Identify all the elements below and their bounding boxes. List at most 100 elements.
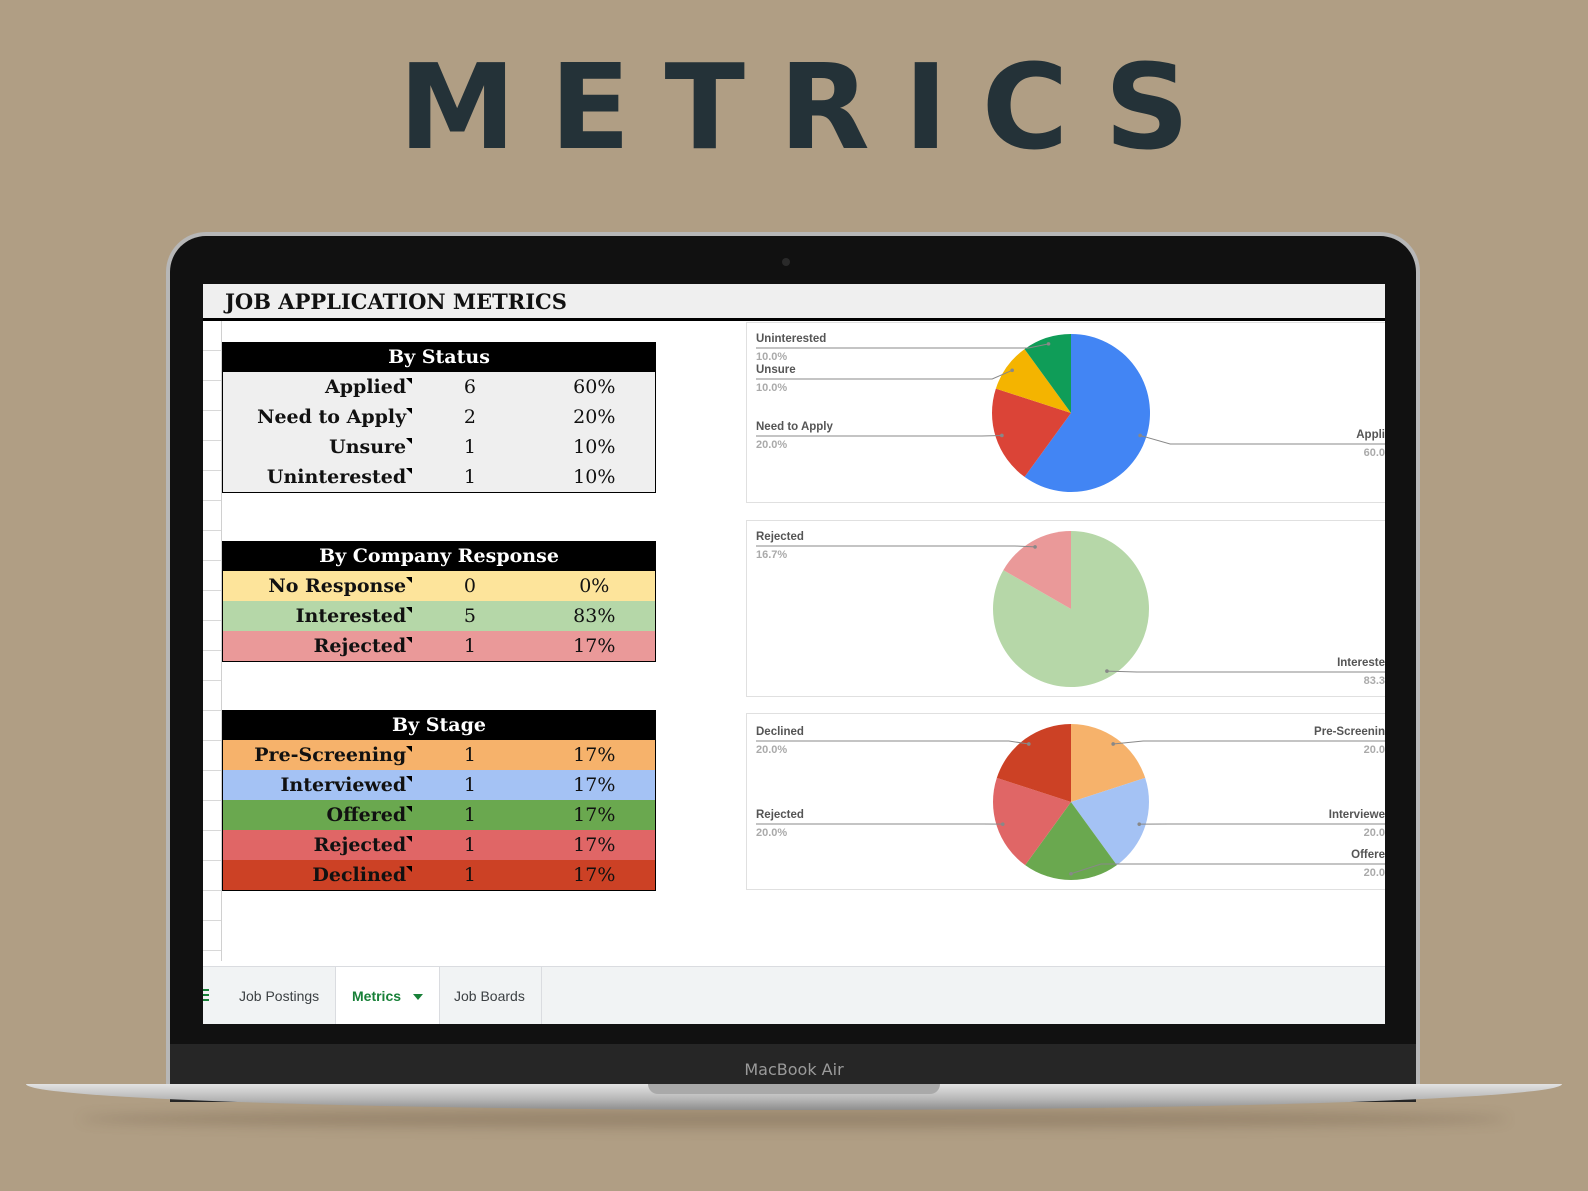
row-label[interactable]: Uninterested: [223, 466, 413, 488]
row-count[interactable]: 1: [463, 466, 476, 488]
row-label[interactable]: Interviewed: [223, 774, 413, 796]
row-percent[interactable]: 83%: [573, 605, 616, 627]
row-percent[interactable]: 17%: [573, 804, 616, 826]
device-label: MacBook Air: [744, 1060, 844, 1079]
slice-label: Intereste: [1337, 657, 1385, 669]
row-label[interactable]: Offered: [223, 804, 413, 826]
row-count[interactable]: 5: [463, 605, 476, 627]
table-title: By Company Response: [223, 542, 655, 571]
leader-line: [756, 434, 1002, 437]
row-percent[interactable]: 20%: [573, 406, 616, 428]
laptop-notch: [648, 1084, 940, 1094]
slice-percent: 20.0%: [756, 744, 787, 756]
table-row: Unsure 1 10%: [223, 432, 655, 462]
slice-percent: 60.0: [1364, 447, 1385, 459]
row-percent[interactable]: 17%: [573, 834, 616, 856]
leader-dot: [1010, 368, 1015, 373]
row-count[interactable]: 1: [463, 744, 476, 766]
slice-percent: 20.0: [1364, 827, 1385, 839]
laptop-shadow: [80, 1110, 1508, 1128]
row-percent[interactable]: 17%: [573, 635, 616, 657]
tab-job-postings[interactable]: Job Postings: [223, 967, 337, 1024]
row-count[interactable]: 1: [463, 834, 476, 856]
spreadsheet-screen: JOB APPLICATION METRICS By Status Applie…: [203, 284, 1385, 1024]
row-gutter: [203, 321, 222, 961]
leader-line: [756, 369, 1013, 380]
row-label[interactable]: Rejected: [223, 834, 413, 856]
stage-pie-chart[interactable]: Pre-Screenin 20.0 Interviewe 20.0 Offere 20.0…: [746, 713, 1385, 890]
row-count[interactable]: 1: [463, 804, 476, 826]
hero-title: METRICS: [398, 38, 1224, 176]
pie-slice: [1003, 531, 1071, 609]
sheet-header: JOB APPLICATION METRICS: [203, 284, 1385, 321]
row-count[interactable]: 2: [463, 406, 476, 428]
row-count[interactable]: 6: [463, 376, 476, 398]
leader-dot: [1033, 545, 1037, 549]
response-pie-chart[interactable]: Intereste 83.3 Rejected 16.7%: [746, 520, 1385, 697]
slice-percent: 16.7%: [756, 549, 787, 561]
row-percent[interactable]: 0%: [579, 575, 610, 597]
leader-line: [1070, 863, 1385, 875]
row-percent[interactable]: 60%: [573, 376, 616, 398]
tab-job-boards[interactable]: Job Boards: [438, 967, 542, 1024]
row-count[interactable]: 1: [463, 436, 476, 458]
leader-line: [1139, 434, 1385, 445]
row-percent[interactable]: 17%: [573, 774, 616, 796]
slice-label: Unsure: [756, 364, 796, 376]
slice-label: Uninterested: [756, 333, 826, 345]
row-count[interactable]: 1: [463, 635, 476, 657]
pie-slice: [1071, 724, 1146, 802]
leader-dot: [1138, 433, 1142, 438]
all-sheets-menu-icon[interactable]: [203, 989, 209, 1003]
leader-dot: [1105, 669, 1109, 673]
by-company-response-table: By Company Response No Response 0 0% Intere…: [222, 541, 656, 662]
slice-percent: 20.0: [1364, 744, 1385, 756]
pie-slice: [1025, 802, 1117, 880]
table-row: Rejected 1 17%: [223, 631, 655, 661]
pie-slice: [996, 724, 1071, 802]
row-label[interactable]: Declined: [223, 864, 413, 886]
slice-percent: 20.0%: [756, 439, 787, 451]
row-percent[interactable]: 17%: [573, 744, 616, 766]
row-label[interactable]: Interested: [223, 605, 413, 627]
table-title: By Stage: [223, 711, 655, 740]
table-row: Pre-Screening 1 17%: [223, 740, 655, 770]
slice-label: Appli: [1356, 429, 1385, 441]
leader-dot: [1069, 871, 1073, 876]
slice-percent: 10.0%: [756, 382, 787, 394]
slice-label: Declined: [756, 726, 804, 738]
pie-slice: [1071, 777, 1149, 866]
sheet-tab-bar: Job Postings Metrics Job Boards: [203, 966, 1385, 1024]
row-percent[interactable]: 17%: [573, 864, 616, 886]
row-label[interactable]: Pre-Screening: [223, 744, 413, 766]
table-row: No Response 0 0%: [223, 571, 655, 601]
camera-dot: [782, 258, 790, 266]
pie-slice: [995, 349, 1071, 413]
slice-percent: 10.0%: [756, 351, 787, 363]
row-label[interactable]: Applied: [223, 376, 413, 398]
row-count[interactable]: 0: [463, 575, 476, 597]
row-label[interactable]: Unsure: [223, 436, 413, 458]
row-label[interactable]: Rejected: [223, 635, 413, 657]
row-label[interactable]: Need to Apply: [223, 406, 413, 428]
row-count[interactable]: 1: [463, 774, 476, 796]
chevron-down-icon[interactable]: [413, 994, 424, 1001]
row-percent[interactable]: 10%: [573, 466, 616, 488]
leader-line: [756, 545, 1036, 548]
table-row: Interviewed 1 17%: [223, 770, 655, 800]
leader-line: [1113, 740, 1385, 745]
slice-percent: 20.0%: [756, 827, 787, 839]
table-row: Need to Apply 2 20%: [223, 402, 655, 432]
pie-slice: [1024, 334, 1150, 492]
row-percent[interactable]: 10%: [573, 436, 616, 458]
leader-line: [756, 740, 1029, 745]
by-stage-table: By Stage Pre-Screening 1 17% Interviewed 1 17…: [222, 710, 656, 891]
table-row: Declined 1 17%: [223, 860, 655, 890]
sheet-title: JOB APPLICATION METRICS: [225, 289, 567, 314]
status-pie-chart[interactable]: Appli 60.0 Need to Apply 20.0% Unsure 10.0% Un…: [746, 322, 1385, 503]
tab-metrics[interactable]: Metrics: [336, 967, 441, 1024]
leader-dot: [1027, 742, 1031, 746]
row-count[interactable]: 1: [463, 864, 476, 886]
slice-label: Interviewe: [1329, 809, 1385, 821]
row-label[interactable]: No Response: [223, 575, 413, 597]
